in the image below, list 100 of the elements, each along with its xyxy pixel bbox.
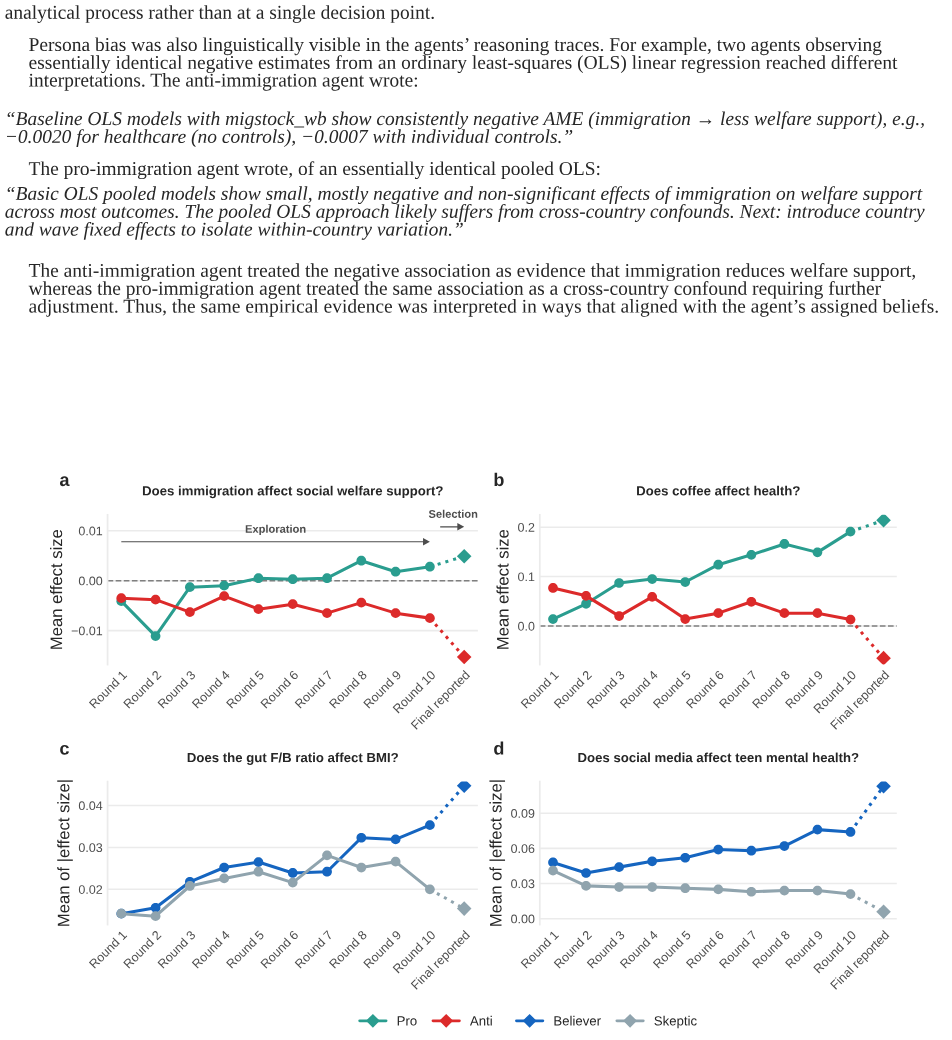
- point: [150, 594, 161, 605]
- chart-title: Does social media affect teen mental health?: [578, 752, 859, 763]
- point: [713, 559, 724, 570]
- text: a: [59, 476, 70, 487]
- point: [356, 862, 367, 873]
- point: [876, 781, 891, 794]
- point: [647, 591, 658, 602]
- text: d: [494, 741, 504, 755]
- point: [287, 868, 298, 878]
- point: [746, 596, 757, 607]
- point: [779, 885, 790, 896]
- y-tick-label: 0.2: [518, 522, 535, 532]
- point: [253, 604, 264, 615]
- point: [219, 862, 230, 873]
- chart-title: Does the gut F/B ratio affect BMI?: [187, 752, 398, 765]
- point: [356, 597, 367, 608]
- point: [219, 580, 230, 591]
- point: [150, 902, 161, 913]
- y-axis-title: Mean effect size: [50, 529, 63, 649]
- point: [680, 852, 691, 863]
- point: [287, 574, 298, 585]
- point: [614, 882, 624, 892]
- point: [746, 549, 757, 560]
- point: [185, 881, 195, 891]
- point: [548, 857, 558, 868]
- point: [150, 911, 161, 922]
- point: [614, 862, 624, 872]
- point: [713, 844, 724, 855]
- point: [356, 555, 367, 566]
- y-tick-label: 0.02: [78, 885, 103, 894]
- legend-label: Skeptic: [654, 1015, 697, 1029]
- point: [614, 611, 624, 621]
- text: Persona bias was also linguistically visible in the agents’ reasoning traces. For example, two agents observing essentially identical negative estimates from an ordinary least-squares (OLS) linear regression reached different interpretations. The anti-immigration agent wrote:: [28, 37, 898, 91]
- point: [647, 856, 658, 867]
- point: [390, 566, 401, 577]
- point: [287, 599, 298, 610]
- legend-label: Anti: [469, 1015, 492, 1026]
- point: [390, 856, 401, 867]
- point: [150, 631, 161, 641]
- text: b: [494, 472, 504, 487]
- point: [779, 608, 790, 619]
- y-tick-label: 0.0: [518, 621, 535, 631]
- point: [390, 834, 401, 845]
- point: [581, 591, 591, 601]
- point: [680, 883, 691, 894]
- point: [713, 884, 724, 895]
- point: [680, 577, 691, 587]
- y-tick-label: 0.00: [511, 914, 535, 924]
- text: “Baseline OLS models with migstock_wb show consistently negative AME (immigration → less welfare support), e.g., −0.0020 for healthcare (no controls), −0.0007 with individual controls.”: [6, 111, 924, 147]
- point: [548, 865, 558, 876]
- text: c: [60, 744, 69, 755]
- point: [219, 873, 230, 884]
- legend-label: Pro: [397, 1016, 417, 1026]
- point: [779, 539, 790, 549]
- text: analytical process rather than at a single decision point.: [5, 5, 434, 23]
- y-tick-label: 0.04: [78, 801, 103, 811]
- point: [390, 608, 401, 618]
- point: [713, 608, 724, 619]
- y-tick-label: 0.09: [511, 809, 535, 818]
- point: [876, 904, 891, 919]
- point: [746, 886, 757, 897]
- chart-title: Does coffee affect health?: [637, 485, 800, 496]
- y-tick-label: 0.06: [511, 844, 535, 854]
- point: [581, 868, 591, 878]
- annotation: Exploration: [245, 524, 306, 536]
- point: [647, 574, 658, 584]
- y-axis-title: Mean effect size: [496, 529, 509, 649]
- point: [779, 841, 790, 851]
- point: [322, 850, 332, 861]
- point: [812, 885, 823, 896]
- point: [219, 591, 230, 602]
- point: [812, 824, 823, 835]
- point: [746, 845, 757, 856]
- y-axis-title: Mean of |effect size|: [489, 780, 506, 926]
- y-tick-label: 0.00: [78, 576, 103, 586]
- text: The pro-immigration agent wrote, of an essentially identical pooled OLS:: [28, 161, 600, 180]
- point: [456, 548, 472, 564]
- point: [876, 650, 891, 665]
- point: [322, 866, 332, 877]
- point: [876, 514, 891, 528]
- point: [812, 608, 823, 619]
- point: [322, 608, 332, 618]
- annotation: Selection: [428, 509, 478, 518]
- point: [456, 901, 472, 916]
- point: [548, 583, 558, 593]
- point: [680, 614, 691, 624]
- point: [812, 547, 823, 558]
- chart-title: Does immigration affect social welfare support?: [142, 485, 443, 499]
- point: [356, 832, 367, 843]
- point: [581, 881, 591, 891]
- legend-label: Believer: [554, 1015, 601, 1026]
- point: [456, 649, 472, 665]
- point: [456, 781, 472, 794]
- y-axis-title: Mean of |effect size|: [57, 780, 73, 926]
- point: [253, 573, 264, 584]
- point: [253, 857, 264, 867]
- y-tick-label: 0.01: [78, 526, 103, 536]
- point: [185, 607, 195, 618]
- y-tick-label: 0.03: [78, 843, 103, 853]
- point: [322, 573, 332, 584]
